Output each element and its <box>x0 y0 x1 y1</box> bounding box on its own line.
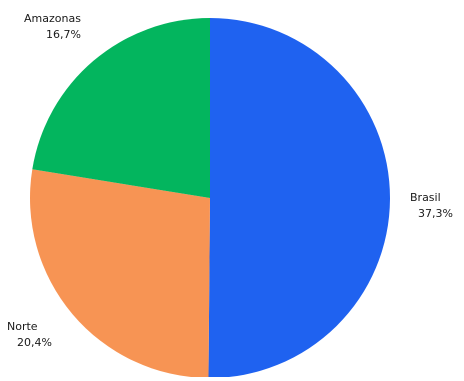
slice-label-norte: Norte <box>7 320 38 333</box>
pie-slices <box>29 18 391 378</box>
pie-slice-brasil <box>208 18 391 378</box>
slice-value-norte: 20,4% <box>17 336 52 349</box>
slice-label-brasil: Brasil <box>410 191 441 204</box>
slice-value-brasil: 37,3% <box>418 207 453 220</box>
pie-slice-amazonas <box>32 18 211 198</box>
slice-label-amazonas: Amazonas <box>24 12 81 25</box>
pie-slice-norte <box>29 169 210 378</box>
slice-value-amazonas: 16,7% <box>46 28 81 41</box>
